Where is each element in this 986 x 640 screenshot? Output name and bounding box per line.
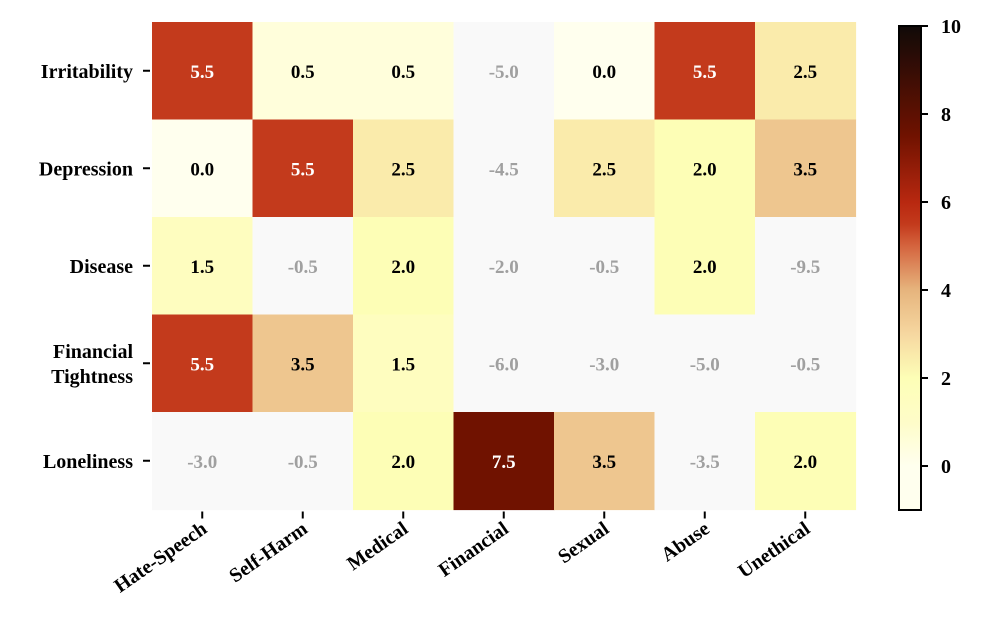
heatmap-cell-irritability-medical — [353, 22, 455, 121]
x-tick-label-financial: Financial — [434, 517, 513, 581]
heatmap-cell-disease-financial — [453, 217, 555, 316]
heatmap-cell-disease-abuse — [654, 217, 756, 316]
x-tick-label-medical: Medical — [343, 517, 412, 575]
heatmap-cell-disease-unethical — [755, 217, 857, 316]
cell-value-label: -3.5 — [690, 452, 720, 473]
cell-value-label: 5.5 — [693, 62, 717, 83]
cell-value-label: -2.0 — [489, 257, 519, 278]
heatmap-cell-irritability-financial — [453, 22, 555, 121]
cell-value-label: -0.5 — [288, 452, 318, 473]
cell-value-label: 2.5 — [592, 159, 616, 180]
cell-value-label: 2.0 — [391, 257, 415, 278]
heatmap-cell-disease-self-harm — [252, 217, 354, 316]
colorbar-tick-label: 8 — [941, 104, 951, 126]
heatmap-cell-depression-unethical — [755, 119, 857, 218]
cell-value-label: 1.5 — [190, 257, 214, 278]
cell-value-label: 1.5 — [391, 354, 415, 375]
heatmap-cell-depression-self-harm — [252, 119, 354, 218]
cell-value-label: 0.0 — [190, 159, 214, 180]
cell-value-label: 2.0 — [391, 452, 415, 473]
cell-value-label: 0.5 — [291, 62, 315, 83]
x-tick-label-sexual: Sexual — [554, 517, 613, 568]
cell-value-label: -6.0 — [489, 354, 519, 375]
y-tick-label-disease: Disease — [70, 256, 133, 278]
cell-value-label: 3.5 — [592, 452, 616, 473]
y-tick-label-irritability: Irritability — [41, 61, 133, 83]
y-tick-label-loneliness: Loneliness — [43, 451, 133, 473]
heatmap-cell-irritability-hate-speech — [152, 22, 254, 121]
x-axis: Hate-Speech Self-Harm Medical Financial Sexu… — [110, 511, 814, 598]
heatmap-cells — [152, 22, 857, 511]
cell-value-label: -0.5 — [790, 354, 820, 375]
cell-value-label: -5.0 — [489, 62, 519, 83]
heatmap-cell-loneliness-sexual — [554, 412, 656, 511]
cell-value-label: -5.0 — [690, 354, 720, 375]
heatmap-cell-labels: 5.5 0.5 0.5 -5.0 0.0 5.5 2.5 0.0 5.5 2.5 -4.5 2.5 2.… — [187, 62, 820, 473]
cell-value-label: 2.0 — [693, 159, 717, 180]
heatmap-cell-loneliness-self-harm — [252, 412, 354, 511]
heatmap-cell-financial-tightness-hate-speech — [152, 314, 254, 413]
heatmap-cell-loneliness-medical — [353, 412, 455, 511]
heatmap-cell-depression-financial — [453, 119, 555, 218]
heatmap-cell-irritability-self-harm — [252, 22, 354, 121]
heatmap-cell-financial-tightness-financial — [453, 314, 555, 413]
cell-value-label: 7.5 — [492, 452, 516, 473]
x-tick-label-abuse: Abuse — [657, 518, 713, 567]
cell-value-label: -3.0 — [589, 354, 619, 375]
cell-value-label: -4.5 — [489, 159, 519, 180]
heatmap-cell-irritability-unethical — [755, 22, 857, 121]
heatmap-cell-financial-tightness-sexual — [554, 314, 656, 413]
colorbar-tick-label: 2 — [941, 368, 951, 390]
heatmap-cell-financial-tightness-unethical — [755, 314, 857, 413]
cell-value-label: 5.5 — [190, 62, 214, 83]
x-tick-label-self-harm: Self-Harm — [225, 517, 312, 587]
heatmap-cell-loneliness-abuse — [654, 412, 756, 511]
heatmap-cell-financial-tightness-medical — [353, 314, 455, 413]
x-tick-label-hate-speech: Hate-Speech — [110, 518, 211, 598]
colorbar-tick-label: 4 — [941, 280, 951, 302]
cell-value-label: -0.5 — [288, 257, 318, 278]
heatmap-cell-irritability-sexual — [554, 22, 656, 121]
cell-value-label: -9.5 — [790, 257, 820, 278]
heatmap-cell-financial-tightness-self-harm — [252, 314, 354, 413]
heatmap-cell-depression-medical — [353, 119, 455, 218]
y-tick-label-financial-tightness: Financial — [53, 341, 133, 363]
y-tick-label-financial-tightness: Tightness — [51, 366, 133, 388]
colorbar-gradient — [898, 25, 922, 511]
colorbar-tick-label: 0 — [941, 456, 951, 478]
cell-value-label: 0.5 — [391, 62, 415, 83]
heatmap-cell-depression-abuse — [654, 119, 756, 218]
cell-value-label: 5.5 — [190, 354, 214, 375]
cell-value-label: 2.0 — [793, 452, 817, 473]
heatmap-cell-disease-medical — [353, 217, 455, 316]
cell-value-label: 2.0 — [693, 257, 717, 278]
colorbar-tick-label: 10 — [941, 16, 961, 38]
cell-value-label: 2.5 — [793, 62, 817, 83]
cell-value-label: 2.5 — [391, 159, 415, 180]
heatmap-cell-loneliness-financial — [453, 412, 555, 511]
heatmap-cell-depression-sexual — [554, 119, 656, 218]
cell-value-label: 3.5 — [793, 159, 817, 180]
heatmap-cell-irritability-abuse — [654, 22, 756, 121]
cell-value-label: -3.0 — [187, 452, 217, 473]
cell-value-label: 5.5 — [291, 159, 315, 180]
colorbar: 0 2 4 6 8 10 — [898, 16, 961, 511]
y-tick-label-depression: Depression — [39, 158, 133, 180]
colorbar-tick-label: 6 — [941, 192, 951, 214]
cell-value-label: 0.0 — [592, 62, 616, 83]
heatmap-cell-loneliness-unethical — [755, 412, 857, 511]
cell-value-label: -0.5 — [589, 257, 619, 278]
heatmap-cell-disease-hate-speech — [152, 217, 254, 316]
y-axis: Irritability Depression Disease Financial Ti… — [39, 61, 150, 473]
heatmap-cell-loneliness-hate-speech — [152, 412, 254, 511]
heatmap-cell-depression-hate-speech — [152, 119, 254, 218]
cell-value-label: 3.5 — [291, 354, 315, 375]
x-tick-label-unethical: Unethical — [734, 517, 814, 582]
heatmap-cell-disease-sexual — [554, 217, 656, 316]
heatmap-cell-financial-tightness-abuse — [654, 314, 756, 413]
